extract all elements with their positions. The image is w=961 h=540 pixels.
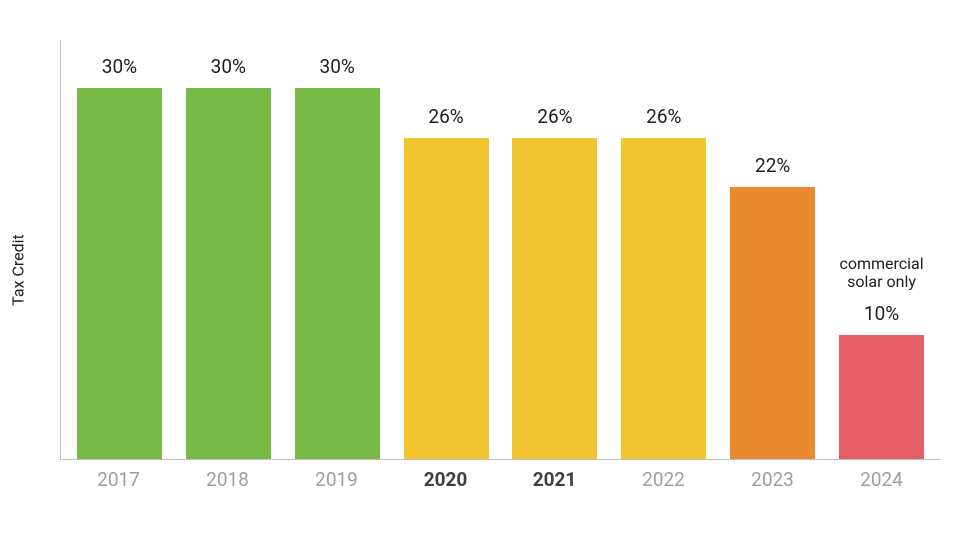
bar — [621, 138, 706, 459]
bar-value-label: 10% — [827, 302, 936, 325]
bar — [839, 335, 924, 459]
x-tick-label: 2021 — [500, 468, 609, 491]
bar-value-label: 22% — [718, 154, 827, 177]
bar-value-label: 30% — [174, 55, 283, 78]
bar — [730, 187, 815, 459]
bar — [512, 138, 597, 459]
x-axis: 20172018201920202021202220232024 — [60, 462, 940, 491]
bar — [404, 138, 489, 459]
bar — [295, 88, 380, 459]
x-tick-label: 2018 — [173, 468, 282, 491]
bar-slot: 26% — [392, 40, 501, 459]
bar-slot: 26% — [609, 40, 718, 459]
bar — [77, 88, 162, 459]
x-tick-label: 2019 — [282, 468, 391, 491]
bar-value-label: 26% — [392, 105, 501, 128]
bar-value-label: 30% — [283, 55, 392, 78]
bar — [186, 88, 271, 459]
x-tick-label: 2024 — [827, 468, 936, 491]
bar-slot: 30% — [283, 40, 392, 459]
x-tick-label: 2020 — [391, 468, 500, 491]
bar-note-label: commercialsolar only — [827, 255, 936, 292]
bars-container: 30%30%30%26%26%26%22%10%commercialsolar … — [61, 40, 940, 459]
bar-value-label: 26% — [501, 105, 610, 128]
x-tick-label: 2023 — [718, 468, 827, 491]
bar-slot: 30% — [65, 40, 174, 459]
bar-value-label: 26% — [609, 105, 718, 128]
bar-slot: 22% — [718, 40, 827, 459]
bar-slot: 10% commercialsolar only — [827, 40, 936, 459]
x-tick-label: 2022 — [609, 468, 718, 491]
plot-area: 30%30%30%26%26%26%22%10%commercialsolar … — [60, 40, 940, 460]
tax-credit-bar-chart: Tax Credit 30%30%30%26%26%26%22%10%comme… — [0, 0, 961, 540]
bar-slot: 26% — [501, 40, 610, 459]
bar-value-label: 30% — [65, 55, 174, 78]
y-axis-label: Tax Credit — [9, 234, 28, 306]
bar-slot: 30% — [174, 40, 283, 459]
x-tick-label: 2017 — [64, 468, 173, 491]
